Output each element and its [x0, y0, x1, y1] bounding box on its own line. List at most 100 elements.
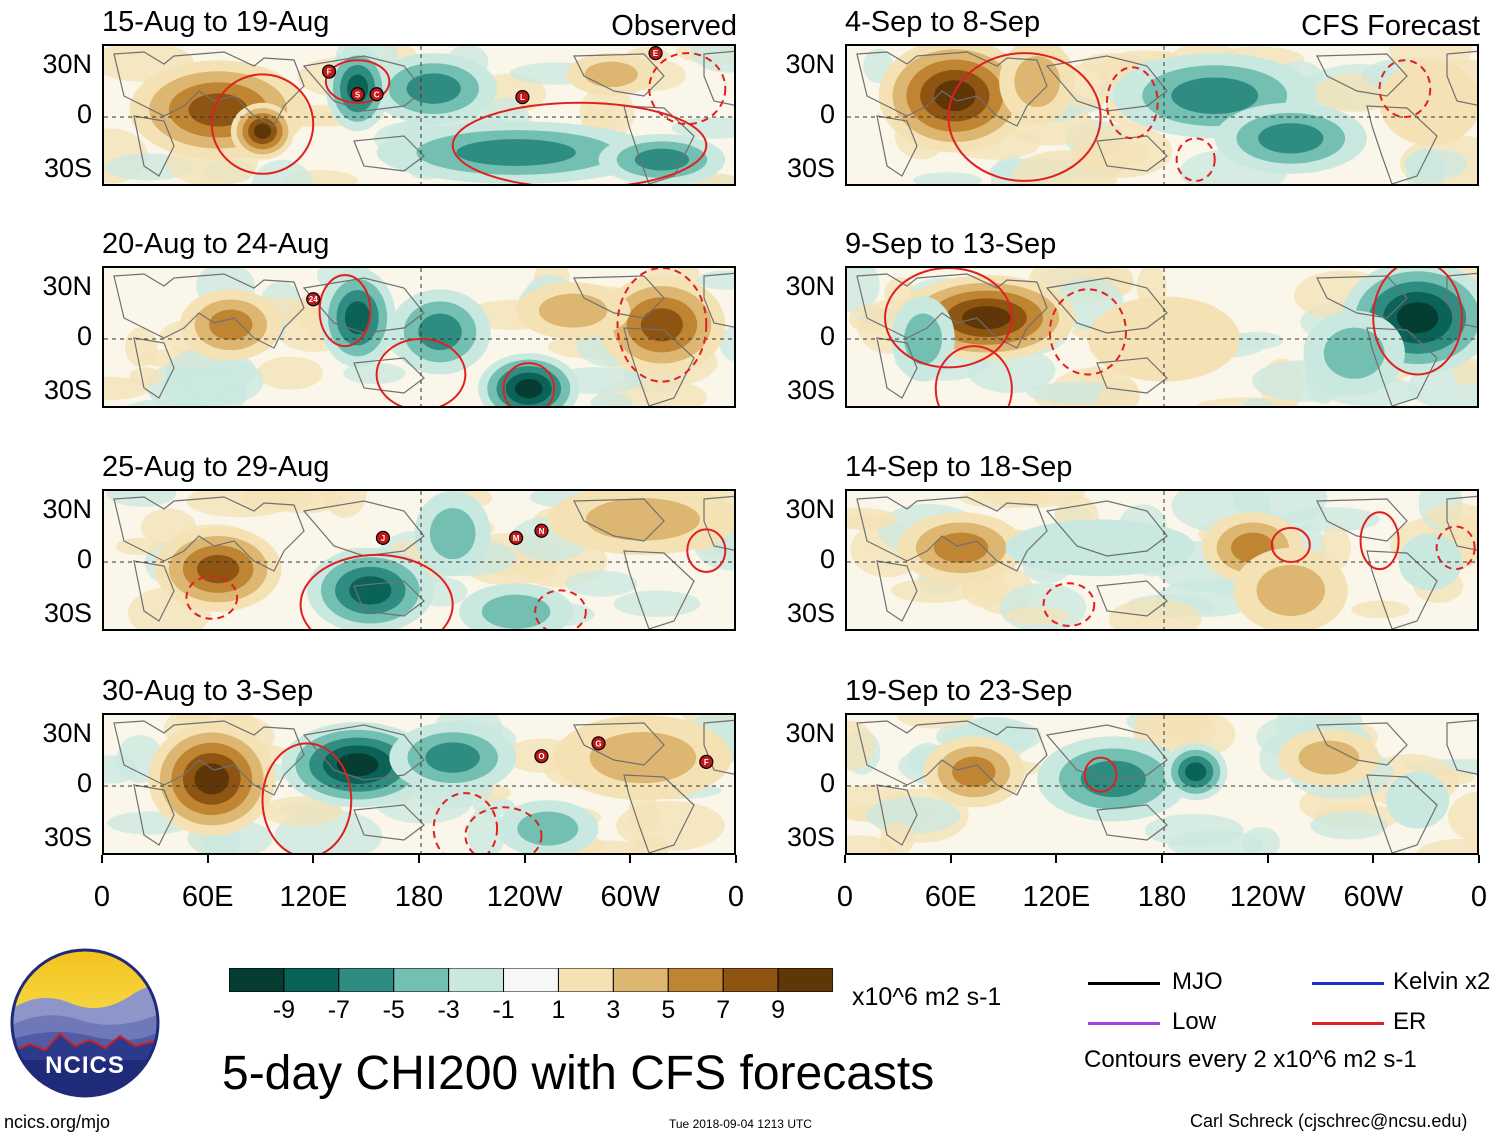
colorbar-tick-label: -7: [327, 996, 350, 1024]
field-anomaly: [406, 73, 461, 104]
field-anomaly: [962, 306, 1011, 330]
continent-outline: [353, 580, 425, 617]
colorbar: [228, 967, 834, 993]
field-anomaly: [344, 301, 371, 335]
storm-marker-label: N: [539, 527, 545, 536]
field-patch: [1427, 503, 1477, 529]
er-contour: [648, 52, 727, 126]
field-anomaly: [1256, 564, 1326, 616]
continent-outline: [1096, 580, 1168, 617]
er-contour: [1042, 582, 1096, 627]
continent-outline: [876, 115, 918, 177]
field-patch: [1097, 379, 1140, 406]
continent-outline: [1366, 327, 1438, 406]
er-contour: [375, 338, 467, 406]
continent-outline: [876, 560, 918, 622]
field-patch: [1310, 811, 1388, 840]
colorbar-swatches: [228, 967, 834, 993]
panel-title-p2: 20-Aug to 24-Aug: [102, 228, 330, 260]
lon-tick: [1161, 855, 1163, 863]
er-contour: [324, 59, 391, 104]
er-contour: [686, 528, 727, 573]
storm-marker: S: [350, 87, 365, 102]
lat-label: 0: [819, 321, 835, 351]
continent-outline: [573, 722, 665, 766]
lat-label: 0: [819, 544, 835, 574]
continent-outline: [856, 496, 1048, 572]
lon-tick: [1478, 855, 1480, 863]
colorbar-swatch: [283, 967, 340, 993]
lat-label: 30N: [42, 49, 92, 80]
colorbar-swatch: [667, 967, 724, 993]
field-patch: [847, 507, 898, 530]
field-anomaly: [1379, 60, 1477, 146]
storm-marker: F: [699, 754, 714, 769]
continent-outline: [1096, 804, 1168, 841]
legend-line-kelvin: [1312, 982, 1384, 985]
field-patch: [257, 356, 324, 390]
continent-outline: [1045, 55, 1168, 112]
storm-marker: J: [375, 530, 391, 545]
continent-outline: [1096, 357, 1168, 394]
continent-outline: [623, 105, 695, 184]
field-anomaly: [904, 313, 943, 365]
continent-outline: [856, 720, 1048, 796]
field-anomaly: [481, 594, 551, 629]
storm-marker-label: F: [327, 68, 332, 77]
lon-tick: [844, 855, 846, 863]
storm-marker-label: M: [513, 534, 520, 543]
continent-outline: [623, 327, 695, 406]
continent-outline: [703, 272, 734, 328]
field-patch: [590, 393, 633, 406]
field-patch: [343, 362, 406, 385]
chart-title: 5-day CHI200 with CFS forecasts: [222, 1047, 935, 1100]
er-contour: [1175, 137, 1216, 182]
continent-outline: [623, 774, 695, 853]
field-anomaly: [1396, 302, 1439, 334]
colorbar-swatch: [503, 967, 559, 993]
map-field-p7: [847, 491, 1477, 629]
continent-outline: [876, 784, 918, 846]
colorbar-tick-label: -9: [272, 996, 296, 1024]
footer-url: ncics.org/mjo: [4, 1112, 111, 1132]
footer-author: Carl Schreck (cjschrec@ncsu.edu): [1190, 1111, 1468, 1131]
lat-label: 30S: [786, 597, 835, 628]
field-anomaly: [425, 742, 480, 773]
lat-label: 30N: [785, 49, 835, 80]
continent-outline: [703, 719, 734, 775]
colorbar-swatch: [612, 967, 669, 993]
lat-label: 30N: [42, 494, 92, 525]
field-patch: [1351, 600, 1410, 619]
field-patch: [127, 399, 203, 406]
lon-tick: [1055, 855, 1058, 863]
continent-outline: [1446, 50, 1477, 106]
continent-outline: [1045, 277, 1168, 334]
lon-label: 120E: [1022, 881, 1091, 913]
field-patch: [185, 369, 247, 406]
continent-outline: [856, 273, 1048, 349]
field-patch: [632, 835, 669, 853]
er-contour: [1372, 268, 1463, 376]
lat-label: 0: [76, 99, 92, 129]
colorbar-units: x10^6 m2 s-1: [852, 983, 1002, 1011]
map-field-p6: [847, 268, 1477, 406]
er-contour: [1359, 511, 1400, 571]
storm-marker: O: [534, 749, 549, 764]
colorbar-swatch: [557, 967, 614, 993]
lon-label: 0: [836, 881, 854, 913]
lat-label: 30S: [43, 597, 92, 628]
er-contour: [185, 575, 239, 620]
field-anomaly: [1258, 123, 1324, 154]
legend-note: Contours every 2 x10^6 m2 s-1: [1084, 1046, 1417, 1073]
storm-marker: N: [534, 523, 549, 538]
storm-marker: C: [369, 87, 384, 102]
panel-title-p3: 25-Aug to 29-Aug: [102, 451, 330, 483]
continent-outline: [573, 498, 665, 542]
continent-outline: [856, 51, 1048, 127]
field-patch: [847, 268, 880, 313]
map-panel-p4: O G F: [102, 713, 736, 855]
map-field-p5: [847, 46, 1477, 184]
colorbar-swatch: [338, 967, 395, 993]
lon-label: 60E: [924, 881, 977, 913]
